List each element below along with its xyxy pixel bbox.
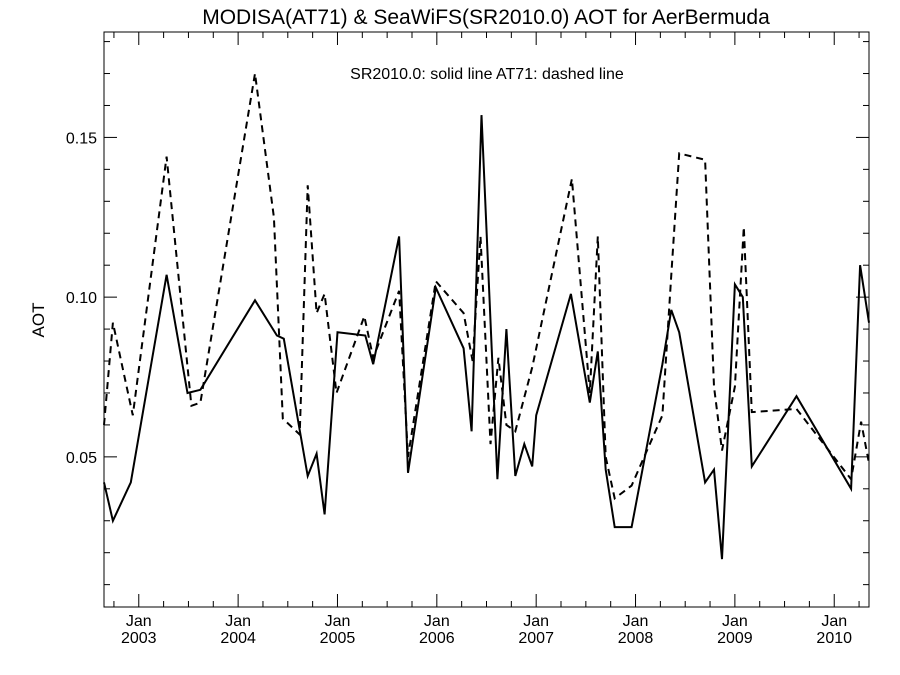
y-tick-label: 0.10: [66, 290, 97, 307]
line-style-legend: SR2010.0: solid line AT71: dashed line: [350, 66, 624, 83]
x-tick-year-label: 2007: [518, 630, 554, 647]
x-tick-month-label: Jan: [225, 613, 251, 630]
axis-ticks: 0.050.100.15Jan2003Jan2004Jan2005Jan2006…: [66, 32, 869, 647]
plot-frame: [103, 31, 870, 608]
x-tick-year-label: 2008: [618, 630, 654, 647]
x-tick-year-label: 2004: [220, 630, 256, 647]
chart-title: MODISA(AT71) & SeaWiFS(SR2010.0) AOT for…: [202, 6, 770, 29]
x-tick-year-label: 2003: [121, 630, 157, 647]
series-layer: [103, 73, 870, 560]
x-tick-year-label: 2009: [717, 630, 753, 647]
x-tick-month-label: Jan: [523, 613, 549, 630]
x-tick-month-label: Jan: [623, 613, 649, 630]
y-tick-label: 0.15: [66, 130, 97, 147]
y-axis-label: AOT: [29, 303, 48, 338]
x-tick-year-label: 2006: [419, 630, 455, 647]
x-tick-year-label: 2005: [320, 630, 356, 647]
series-line-at71-dashed: [103, 73, 870, 501]
series-line-sr2010-solid: [103, 115, 870, 560]
x-tick-month-label: Jan: [325, 613, 351, 630]
x-tick-month-label: Jan: [424, 613, 450, 630]
x-tick-month-label: Jan: [126, 613, 152, 630]
x-tick-month-label: Jan: [821, 613, 847, 630]
y-tick-label: 0.05: [66, 450, 97, 467]
x-tick-month-label: Jan: [722, 613, 748, 630]
x-tick-year-label: 2010: [816, 630, 852, 647]
